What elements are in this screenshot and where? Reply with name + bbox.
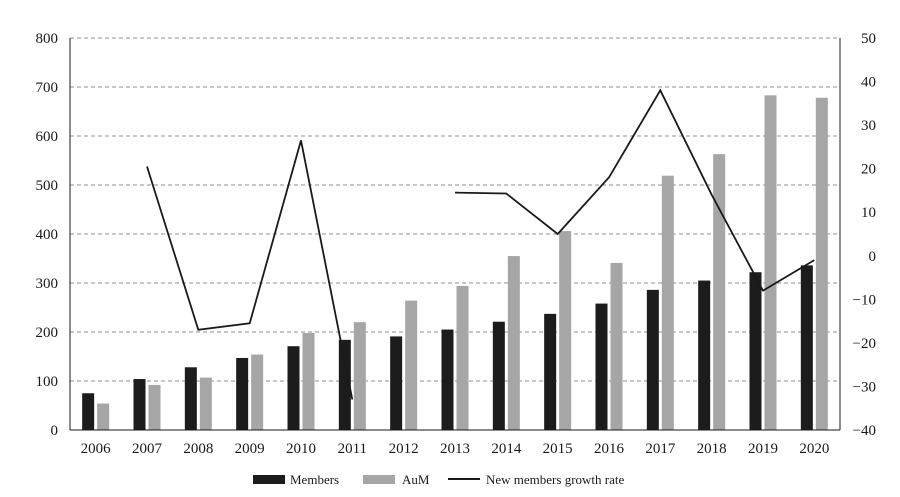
bar-members	[544, 313, 557, 430]
bar-aum	[507, 256, 520, 430]
bar-members	[82, 393, 95, 430]
right-tick-label: 40	[861, 75, 876, 91]
right-tick-label: 0	[869, 249, 877, 265]
left-tick-label: 800	[36, 31, 59, 47]
right-tick-label: 30	[861, 118, 876, 134]
x-tick-label: 2008	[183, 441, 213, 457]
bar-aum	[405, 300, 418, 430]
bar-aum	[251, 354, 264, 430]
right-tick-label: −20	[853, 336, 876, 352]
x-axis-ticks: 2006 2007 2008 2009 2010 2011 2012 2013 2014 2015…	[81, 441, 830, 457]
bar-aum	[456, 285, 469, 430]
bar-aum	[815, 97, 828, 430]
bar-members	[800, 265, 813, 430]
bar-members	[749, 272, 762, 430]
bar-aum	[661, 175, 674, 430]
right-tick-label: −10	[853, 292, 876, 308]
right-tick-label: −30	[853, 379, 876, 395]
left-tick-label: 600	[36, 129, 59, 145]
x-tick-label: 2020	[799, 441, 829, 457]
bars	[82, 95, 828, 430]
x-tick-label: 2014	[491, 441, 522, 457]
x-tick-label: 2009	[235, 441, 265, 457]
left-tick-label: 300	[36, 276, 59, 292]
legend-label-growth-rate: New members growth rate	[486, 472, 624, 487]
x-tick-label: 2007	[132, 441, 163, 457]
x-tick-label: 2018	[697, 441, 727, 457]
left-axis-ticks: 0 100 200 300 400 500 600 700 800	[36, 31, 59, 439]
x-tick-label: 2010	[286, 441, 316, 457]
x-tick-label: 2012	[389, 441, 419, 457]
right-tick-label: 10	[861, 205, 876, 221]
bar-aum	[559, 231, 572, 430]
bar-members	[492, 321, 505, 430]
legend-label-aum: AuM	[402, 472, 430, 487]
x-tick-label: 2013	[440, 441, 470, 457]
bar-members	[338, 339, 351, 430]
bar-aum	[353, 322, 366, 430]
x-tick-label: 2015	[543, 441, 573, 457]
left-tick-label: 400	[36, 227, 59, 243]
bar-members	[595, 303, 608, 430]
axes	[69, 38, 841, 431]
x-tick-label: 2016	[594, 441, 625, 457]
bar-aum	[764, 95, 777, 430]
gridlines	[70, 37, 840, 382]
bar-members	[236, 357, 249, 430]
bar-aum	[610, 262, 623, 430]
left-tick-label: 200	[36, 325, 59, 341]
legend: Members AuM New members growth rate	[253, 472, 624, 487]
bar-aum	[97, 403, 110, 430]
bar-aum	[199, 377, 212, 430]
bar-aum	[302, 332, 315, 430]
x-tick-label: 2011	[338, 441, 367, 457]
x-tick-label: 2017	[645, 441, 676, 457]
bar-members	[133, 379, 146, 430]
right-tick-label: −40	[853, 423, 876, 439]
bar-members	[287, 346, 300, 430]
left-tick-label: 100	[36, 374, 59, 390]
growth-line-layer	[146, 88, 815, 400]
bar-members	[184, 367, 197, 430]
bar-members	[698, 280, 711, 430]
left-tick-label: 700	[36, 80, 59, 96]
bar-members	[390, 336, 403, 430]
left-tick-label: 0	[51, 423, 59, 439]
x-tick-label: 2006	[81, 441, 112, 457]
bar-members	[441, 329, 454, 430]
right-tick-label: 50	[861, 31, 876, 47]
bar-aum	[148, 384, 161, 430]
legend-swatch-members	[253, 475, 285, 484]
x-tick-label: 2019	[748, 441, 778, 457]
bar-aum	[713, 154, 726, 430]
legend-label-members: Members	[290, 472, 339, 487]
right-tick-label: 20	[861, 162, 876, 178]
right-axis-ticks: −40 −30 −20 −10 0 10 20 30 40 50	[853, 31, 876, 439]
left-tick-label: 500	[36, 178, 59, 194]
growth-rate-line	[146, 88, 815, 400]
legend-swatch-aum	[363, 475, 395, 484]
bar-members	[646, 289, 659, 430]
